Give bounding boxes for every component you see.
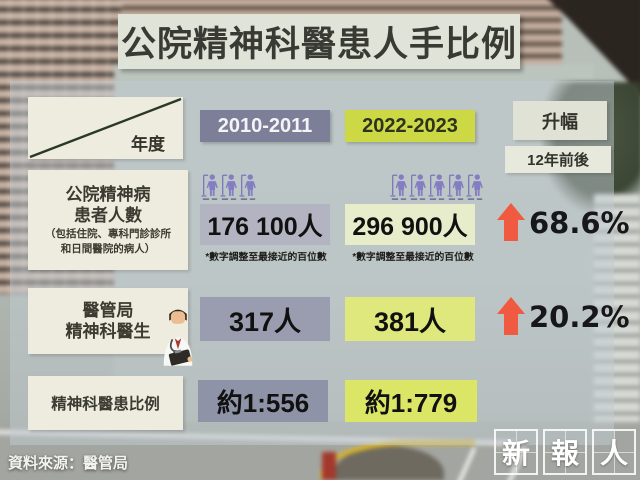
doctor-icon xyxy=(156,306,200,371)
patients-2010-value: 176 100人 xyxy=(200,204,330,245)
page-title: 公院精神科醫患人手比例 xyxy=(120,25,517,64)
red-post xyxy=(322,452,336,480)
row-label-doctors: 醫管局 精神科醫生 xyxy=(28,288,188,354)
logo-char: 人 xyxy=(599,437,628,470)
patient-icon xyxy=(220,174,237,200)
doctors-2022-value: 381人 xyxy=(345,297,475,341)
row-label-note: （包括住院、專科門診診所 xyxy=(45,228,171,241)
data-source: 資料來源：醫管局 xyxy=(8,455,129,472)
logo-char: 報 xyxy=(550,437,579,470)
increase-header: 升幅 xyxy=(513,101,607,140)
doctors-2010-value: 317人 xyxy=(200,297,330,341)
row-label-line: 公院精神病 xyxy=(65,184,151,204)
increase-subheader: 12年前後 xyxy=(505,146,611,173)
patient-icons-2010 xyxy=(201,172,257,201)
logo-char: 新 xyxy=(501,437,530,470)
patient-icon xyxy=(239,174,256,200)
diagonal-line xyxy=(29,97,182,159)
row-label-line: 患者人數 xyxy=(74,205,142,225)
row-label-note: 和日間醫院的病人） xyxy=(60,243,156,256)
year-header-cell: 年度 xyxy=(28,97,183,159)
year-header-label: 年度 xyxy=(131,135,165,154)
patient-icon xyxy=(390,174,407,200)
row-label-line: 醫管局 xyxy=(82,300,134,320)
patient-icon xyxy=(201,174,218,200)
row-label-ratio: 精神科醫患比例 xyxy=(28,376,183,430)
ratio-2010-value: 約1:556 xyxy=(198,380,328,422)
patients-2022-value: 296 900人 xyxy=(345,204,475,245)
footnote-rounding: *數字調整至最接近的百位數 xyxy=(205,252,327,263)
patient-icon xyxy=(466,174,483,200)
patients-increase-pct: 68.6% xyxy=(529,206,630,240)
up-arrow-icon xyxy=(497,203,525,243)
up-arrow-icon xyxy=(497,297,525,337)
column-header-2022-2023: 2022-2023 xyxy=(345,110,475,142)
patient-icons-2022 xyxy=(390,172,484,201)
publisher-logo: 新 報 人 xyxy=(494,429,636,475)
patient-icon xyxy=(447,174,464,200)
patient-icon xyxy=(409,174,426,200)
ratio-2022-value: 約1:779 xyxy=(345,380,477,422)
logo-char-box: 報 xyxy=(543,429,587,475)
column-header-2010-2011: 2010-2011 xyxy=(200,110,330,142)
logo-char-box: 人 xyxy=(592,429,636,475)
row-label-line: 精神科醫生 xyxy=(65,322,151,341)
patient-icon xyxy=(428,174,445,200)
footnote-rounding: *數字調整至最接近的百位數 xyxy=(352,252,474,263)
title-box: 公院精神科醫患人手比例 xyxy=(118,14,520,69)
row-label-line: 精神科醫患比例 xyxy=(51,396,160,413)
row-label-patients: 公院精神病 患者人數 （包括住院、專科門診診所 和日間醫院的病人） xyxy=(28,170,188,270)
logo-char-box: 新 xyxy=(494,429,538,475)
doctors-increase-pct: 20.2% xyxy=(529,300,630,334)
